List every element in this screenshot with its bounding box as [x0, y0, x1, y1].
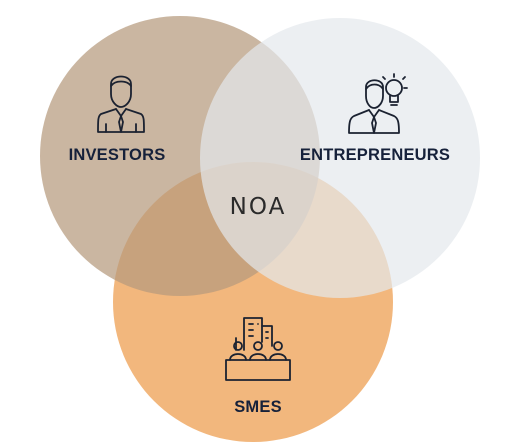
smes-label: SMES: [234, 398, 282, 416]
investors-label: INVESTORS: [69, 146, 166, 164]
entrepreneurs-circle: [200, 18, 480, 298]
noa-logo: NOA: [230, 194, 287, 220]
buildings-people-icon: [225, 317, 291, 381]
entrepreneur-lightbulb-icon: [348, 73, 408, 134]
investor-person-icon: [97, 75, 145, 133]
entrepreneurs-label: ENTREPRENEURS: [300, 146, 450, 164]
